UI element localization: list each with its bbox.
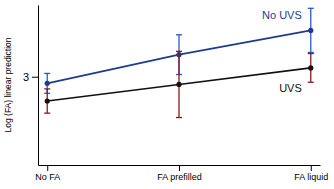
error-bar xyxy=(308,8,314,52)
error-bar-cap xyxy=(44,73,50,74)
chart: 3 No FA FA prefilled FA liquid Log (FA) line… xyxy=(0,0,334,189)
error-bar-cap xyxy=(176,34,182,35)
error-bar-cap xyxy=(308,53,314,54)
x-tick-label: No FA xyxy=(35,172,60,182)
plot-area xyxy=(44,8,314,117)
x-tick-mark xyxy=(179,165,180,171)
series-label: No UVS xyxy=(262,9,302,21)
y-tick: 3 xyxy=(23,71,38,83)
error-bar-cap xyxy=(176,51,182,52)
x-tick: FA liquid xyxy=(294,165,328,182)
error-bar-cap xyxy=(44,112,50,113)
error-bar-cap xyxy=(308,8,314,9)
series-marker xyxy=(45,81,50,86)
series-label: UVS xyxy=(279,82,302,94)
x-tick: FA prefilled xyxy=(157,165,202,182)
x-axis: No FA FA prefilled FA liquid xyxy=(35,165,328,182)
error-bar-cap xyxy=(176,117,182,118)
error-bar xyxy=(44,89,50,113)
y-axis: 3 xyxy=(23,6,39,166)
x-tick-label: FA prefilled xyxy=(157,172,202,182)
x-tick-mark xyxy=(311,165,312,171)
x-tick-mark xyxy=(47,165,48,171)
series-marker xyxy=(176,82,181,87)
series-marker xyxy=(308,65,313,70)
y-axis-title: Log (FA) linear prediction xyxy=(3,37,13,132)
series-marker xyxy=(45,98,50,103)
y-axis-line xyxy=(38,6,39,166)
error-bar-cap xyxy=(44,88,50,89)
error-bar-cap xyxy=(308,52,314,53)
series-marker xyxy=(308,28,313,33)
y-tick-label: 3 xyxy=(23,71,29,83)
error-bar xyxy=(176,51,182,117)
x-tick: No FA xyxy=(35,165,60,182)
x-tick-label: FA liquid xyxy=(294,172,328,182)
error-bar xyxy=(308,54,314,83)
y-tick-mark xyxy=(32,77,38,78)
error-bar-cap xyxy=(308,82,314,83)
